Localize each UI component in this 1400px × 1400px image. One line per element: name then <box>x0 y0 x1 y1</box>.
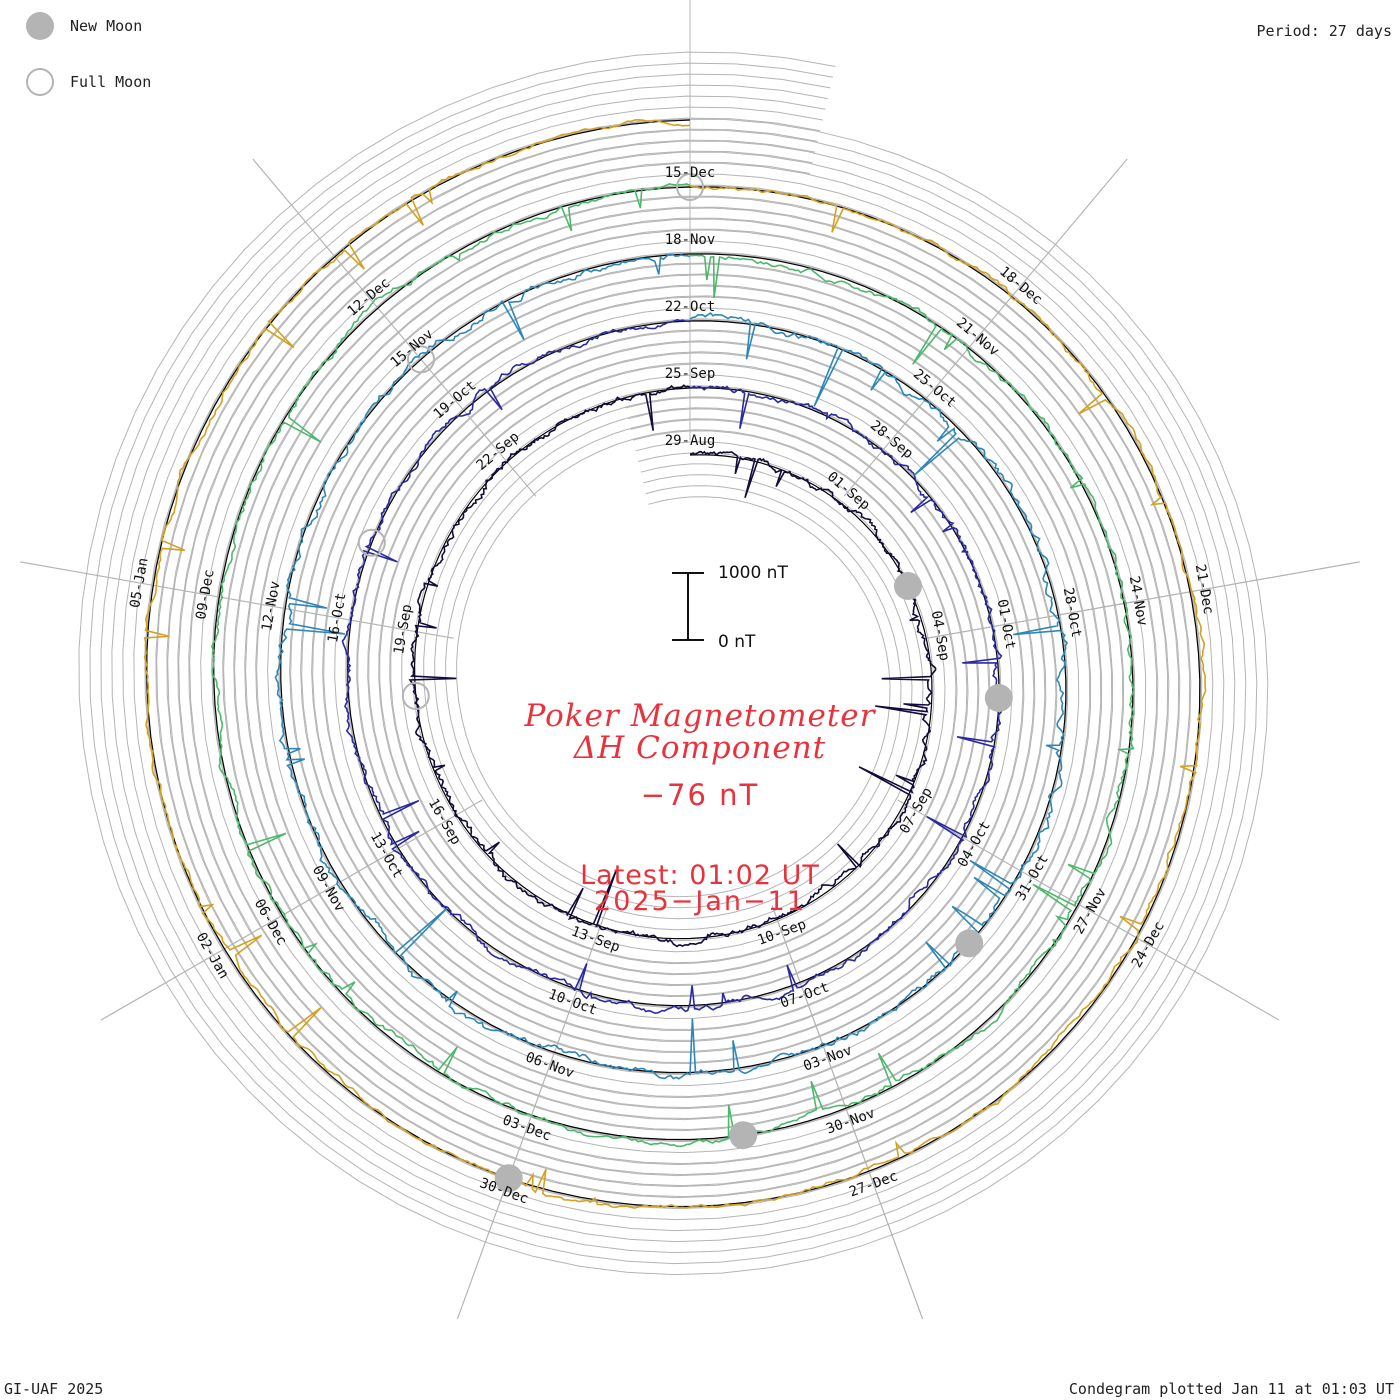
latest-date: 2025−Jan−11 <box>594 886 806 917</box>
grid-ring <box>188 161 1159 1166</box>
date-label: 27-Dec <box>847 1168 900 1200</box>
grid-ring <box>122 95 1225 1232</box>
new-moon-marker <box>955 929 984 958</box>
full-moon-marker <box>357 528 386 557</box>
legend-full-moon: Full Moon <box>26 68 151 96</box>
period-label: Period: 27 days <box>1256 22 1392 40</box>
full-moon-marker <box>401 682 430 710</box>
date-spoke <box>843 158 1128 497</box>
plotted-timestamp: Condegram plotted Jan 11 at 01:03 UT <box>1068 1380 1394 1398</box>
full-moon-icon <box>26 68 54 96</box>
grid-ring <box>111 84 1236 1243</box>
series-29-Aug <box>408 384 937 948</box>
series-18-Nov <box>210 183 1135 1148</box>
date-label: 21-Dec <box>1192 563 1217 616</box>
legend-full-moon-label: Full Moon <box>70 73 152 91</box>
date-label: 22-Oct <box>665 299 716 315</box>
scale-top-label: 1000 nT <box>718 563 788 583</box>
full-moon-marker <box>676 173 704 201</box>
grid-ring <box>166 139 1181 1188</box>
date-spoke <box>20 561 454 639</box>
scale-bottom-label: 0 nT <box>718 632 756 652</box>
moon-markers <box>357 173 1013 1193</box>
new-moon-marker <box>729 1121 758 1150</box>
current-value: −76 nT <box>640 778 760 812</box>
series-lines <box>143 118 1207 1209</box>
grid-ring <box>100 73 1247 1254</box>
date-spokes <box>20 0 1360 1320</box>
date-spoke <box>771 905 924 1320</box>
date-label: 28-Oct <box>1060 586 1085 639</box>
date-spoke <box>100 799 483 1021</box>
series-15-Dec <box>143 118 1207 1209</box>
scale-bar <box>672 572 704 641</box>
date-label: 05-Jan <box>127 557 152 610</box>
date-label: 18-Nov <box>665 232 716 248</box>
date-label: 15-Dec <box>665 165 716 181</box>
date-label: 29-Aug <box>665 433 716 449</box>
grid-ring <box>89 62 1258 1265</box>
full-moon-marker <box>407 345 435 374</box>
date-label: 12-Nov <box>259 580 284 633</box>
latest-time: Latest: 01:02 UT <box>580 860 820 891</box>
new-moon-marker <box>984 684 1013 712</box>
date-label: 09-Dec <box>193 568 218 621</box>
date-spoke <box>897 799 1280 1021</box>
series-22-Oct <box>274 253 1069 1080</box>
credit-label: GI-UAF 2025 <box>4 1380 104 1398</box>
legend-new-moon-label: New Moon <box>70 17 143 35</box>
legend-new-moon: New Moon <box>26 12 142 40</box>
chart-subtitle: ΔH Component <box>573 730 827 766</box>
new-moon-marker <box>894 572 922 600</box>
date-spoke <box>926 561 1360 639</box>
grid-ring <box>177 150 1170 1177</box>
date-label: 24-Nov <box>1126 575 1151 628</box>
date-label: 25-Sep <box>665 366 716 382</box>
series-25-Sep <box>341 318 1004 1014</box>
date-spoke <box>456 905 609 1320</box>
date-spoke <box>252 158 537 497</box>
chart-title: Poker Magnetometer <box>524 698 876 734</box>
grid-ring <box>133 106 1214 1221</box>
new-moon-marker <box>494 1164 523 1193</box>
new-moon-icon <box>26 12 54 40</box>
